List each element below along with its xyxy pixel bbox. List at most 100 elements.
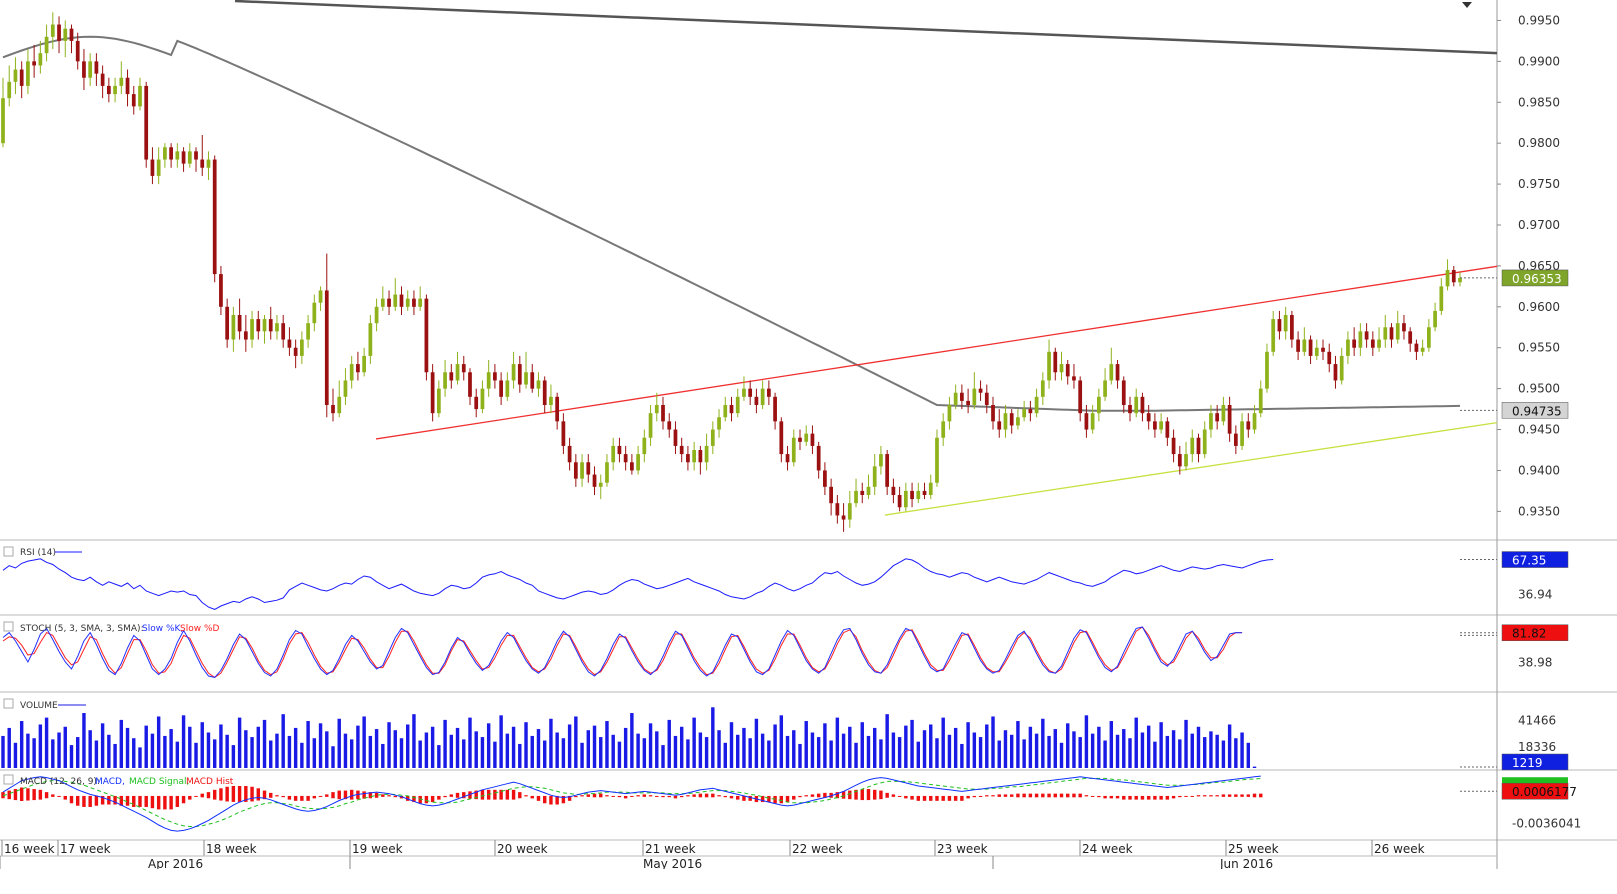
candle[interactable] — [1103, 368, 1107, 401]
candle[interactable] — [480, 380, 485, 414]
candle[interactable] — [82, 49, 86, 90]
candle[interactable] — [1134, 388, 1139, 418]
candle[interactable] — [860, 482, 865, 504]
candle[interactable] — [760, 380, 765, 410]
candle[interactable] — [586, 454, 591, 483]
candle[interactable] — [717, 409, 721, 438]
candle[interactable] — [605, 454, 609, 487]
candle[interactable] — [1233, 425, 1238, 455]
candle[interactable] — [997, 409, 1002, 438]
candle[interactable] — [592, 466, 597, 495]
candle[interactable] — [1121, 376, 1126, 414]
stochastic-pane[interactable]: STOCH (5, 3, SMA, 3, SMA):Slow %K,Slow %… — [2, 621, 1497, 679]
candle[interactable] — [785, 445, 790, 471]
candle[interactable] — [1215, 405, 1220, 430]
candle[interactable] — [499, 372, 503, 405]
candle[interactable] — [262, 315, 267, 344]
candle[interactable] — [1321, 339, 1325, 360]
macd-pane[interactable]: MACD (12, 26, 9):MACD, MACD Signal,MACD H… — [1, 774, 1497, 832]
candle[interactable] — [1258, 380, 1263, 418]
candle[interactable] — [692, 441, 697, 471]
candle[interactable] — [1003, 405, 1008, 438]
candle[interactable] — [854, 478, 858, 508]
candle[interactable] — [1426, 319, 1431, 352]
candle[interactable] — [1277, 310, 1282, 340]
candle[interactable] — [916, 482, 921, 504]
candle[interactable] — [1072, 364, 1076, 389]
candle[interactable] — [1339, 347, 1344, 385]
candle[interactable] — [573, 454, 578, 487]
candle[interactable] — [94, 53, 99, 86]
candle[interactable] — [935, 429, 939, 487]
candle[interactable] — [331, 388, 335, 422]
candle[interactable] — [829, 478, 833, 516]
candle[interactable] — [1420, 339, 1425, 356]
candle[interactable] — [511, 351, 516, 389]
candle[interactable] — [275, 315, 279, 340]
candle[interactable] — [374, 298, 379, 332]
candle[interactable] — [443, 360, 447, 397]
candle[interactable] — [891, 478, 896, 504]
candle[interactable] — [1190, 429, 1195, 463]
candle[interactable] — [922, 482, 927, 500]
candle[interactable] — [642, 429, 647, 463]
volume-pane[interactable]: VOLUME — [1, 698, 1497, 768]
candle[interactable] — [1184, 441, 1188, 471]
candle[interactable] — [766, 380, 771, 405]
candle[interactable] — [872, 454, 877, 495]
candle[interactable] — [517, 355, 522, 393]
candle[interactable] — [1159, 413, 1163, 434]
candle[interactable] — [69, 24, 74, 54]
candle[interactable] — [468, 368, 472, 405]
candle[interactable] — [542, 376, 547, 414]
candle[interactable] — [1395, 310, 1400, 344]
candle[interactable] — [1115, 360, 1120, 389]
candle[interactable] — [1358, 323, 1363, 356]
candle[interactable] — [287, 327, 292, 356]
candle[interactable] — [1146, 405, 1151, 430]
candle[interactable] — [1252, 405, 1257, 434]
candle[interactable] — [362, 347, 367, 377]
candle[interactable] — [742, 376, 746, 401]
candle[interactable] — [505, 372, 510, 401]
candle[interactable] — [623, 445, 628, 471]
scroll-marker-icon[interactable] — [1462, 2, 1472, 8]
stoch-close-icon[interactable] — [3, 621, 14, 632]
candle[interactable] — [841, 503, 846, 532]
candle[interactable] — [617, 437, 622, 463]
candle[interactable] — [106, 77, 111, 103]
candle[interactable] — [131, 85, 136, 115]
candle[interactable] — [493, 364, 497, 389]
candle[interactable] — [1090, 405, 1095, 434]
candle[interactable] — [661, 396, 665, 430]
candle[interactable] — [50, 12, 55, 50]
candle[interactable] — [144, 81, 149, 168]
candle[interactable] — [318, 286, 323, 311]
candle[interactable] — [978, 380, 983, 401]
candle[interactable] — [972, 372, 977, 410]
candle[interactable] — [1078, 376, 1083, 422]
candle[interactable] — [430, 364, 435, 422]
candle[interactable] — [847, 490, 852, 528]
candle[interactable] — [928, 474, 933, 500]
candle[interactable] — [530, 364, 535, 393]
candle[interactable] — [754, 388, 759, 414]
candle[interactable] — [1009, 409, 1014, 434]
candle[interactable] — [561, 413, 566, 455]
candle[interactable] — [1, 77, 5, 148]
candle[interactable] — [536, 372, 541, 397]
candle[interactable] — [163, 143, 167, 168]
candle[interactable] — [835, 495, 840, 524]
candle[interactable] — [804, 425, 809, 446]
candle[interactable] — [636, 445, 640, 475]
candle[interactable] — [349, 355, 354, 389]
candle[interactable] — [1140, 392, 1145, 422]
candle[interactable] — [966, 388, 970, 414]
candle[interactable] — [474, 388, 479, 418]
candle[interactable] — [343, 368, 348, 405]
candle[interactable] — [125, 69, 130, 107]
candle[interactable] — [26, 49, 30, 95]
candle[interactable] — [1053, 347, 1058, 381]
candle[interactable] — [268, 306, 273, 340]
candle[interactable] — [748, 380, 753, 405]
